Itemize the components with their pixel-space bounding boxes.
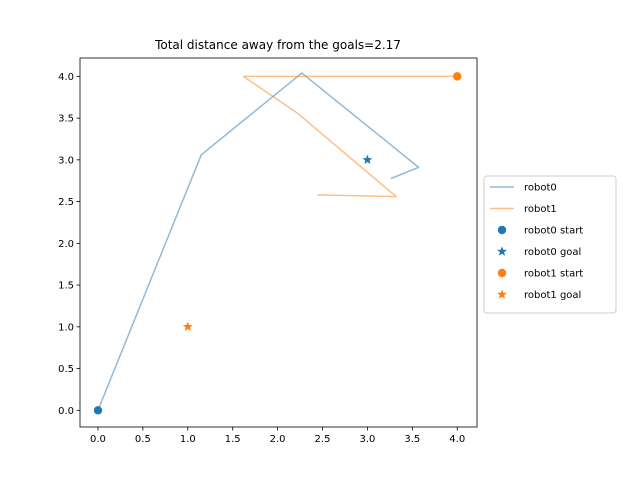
axes: 0.0 0.5 1.0 1.5 2.0 2.5 3.0 3.5 4.0 0.0 0.5 1.0 1.5 2…: [58, 57, 478, 445]
series-line-robot1: [242, 75, 458, 198]
legend-label-robot1: robot1: [524, 204, 557, 215]
axes-frame: [79, 57, 478, 428]
legend-box: [483, 175, 617, 314]
legend: robot0 robot1 robot0 start robot0 goal robot…: [483, 175, 617, 314]
marker-robot1-start: [453, 72, 462, 81]
x-tick-label: 0.0: [90, 434, 106, 445]
legend-swatch-robot0-start: [497, 225, 507, 235]
x-tick-label: 2.0: [270, 434, 286, 445]
marker-robot0-start: [93, 406, 103, 415]
chart-title: Total distance away from the goals=2.17: [154, 38, 401, 52]
marker-robot0-goal: [362, 154, 373, 165]
y-tick-label: 2.5: [58, 197, 74, 208]
y-tick-label: 4.0: [58, 72, 74, 83]
x-tick-label: 3.5: [404, 434, 420, 445]
x-tick-label: 0.5: [135, 434, 151, 445]
x-tick-label: 3.0: [359, 434, 375, 445]
legend-label-robot1-goal: robot1 goal: [524, 290, 581, 301]
series-line-robot0: [96, 72, 420, 412]
y-tick-label: 1.0: [58, 322, 74, 333]
y-tick-label: 2.0: [58, 239, 74, 250]
legend-label-robot1-start: robot1 start: [524, 269, 583, 280]
legend-swatch-robot1-goal: [497, 289, 507, 299]
legend-label-robot0: robot0: [524, 183, 557, 194]
y-tick-label: 1.5: [58, 281, 74, 292]
legend-swatch-robot1-start: [497, 268, 507, 278]
x-tick-label: 1.0: [180, 434, 196, 445]
y-tick-label: 0.0: [58, 406, 74, 417]
legend-swatch-robot0-goal: [497, 246, 507, 256]
legend-label-robot0-goal: robot0 goal: [524, 247, 581, 258]
x-tick-label: 1.5: [225, 434, 241, 445]
plot-area: [93, 72, 462, 415]
y-tick-label: 3.5: [58, 114, 74, 125]
x-tick-label: 2.5: [315, 434, 331, 445]
y-tick-label: 3.0: [58, 155, 74, 166]
legend-label-robot0-start: robot0 start: [524, 226, 583, 237]
x-tick-label: 4.0: [449, 434, 465, 445]
marker-robot1-goal: [182, 321, 193, 332]
y-tick-label: 0.5: [58, 364, 74, 375]
